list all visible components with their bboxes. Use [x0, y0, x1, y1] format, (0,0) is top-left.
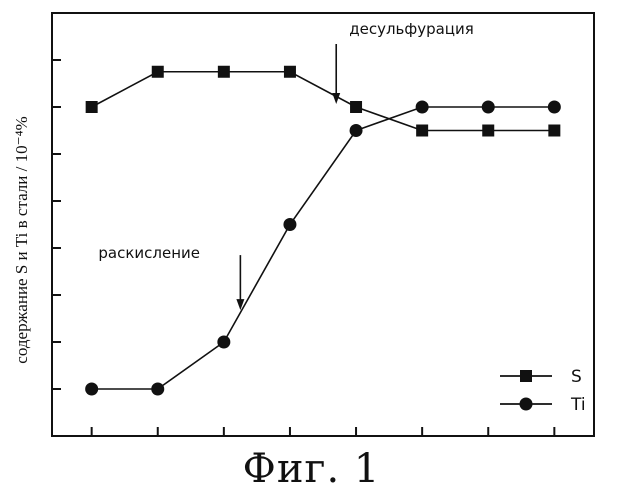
point-ti-2	[217, 336, 230, 349]
series-layer	[85, 66, 561, 396]
chart-legend: S Ti	[500, 367, 586, 415]
series-line-s	[92, 72, 555, 131]
point-ti-3	[283, 218, 296, 231]
legend-marker-ti	[520, 398, 533, 411]
figure-caption: Фиг. 1	[0, 446, 623, 492]
y-axis-label: содержание S и Ti в стали / 10⁻⁴%	[12, 116, 31, 363]
legend-label-s: S	[571, 367, 582, 387]
point-ti-7	[548, 101, 561, 114]
point-ti-4	[350, 124, 363, 137]
point-ti-1	[151, 383, 164, 396]
point-s-4	[350, 101, 362, 113]
chart-axes	[52, 13, 594, 436]
point-s-5	[416, 125, 428, 137]
point-s-7	[548, 125, 560, 137]
legend-marker-s	[520, 370, 532, 382]
point-s-3	[284, 66, 296, 78]
line-chart: десульфурация раскисление S Ti содержание …	[0, 0, 623, 440]
legend-label-ti: Ti	[570, 395, 586, 415]
plot-frame	[52, 13, 594, 436]
deoxidation-label: раскисление	[98, 244, 200, 262]
point-s-0	[86, 101, 98, 113]
annotations: десульфурация раскисление	[98, 20, 473, 310]
axis-ticks	[52, 13, 554, 436]
point-ti-6	[482, 101, 495, 114]
point-s-6	[482, 125, 494, 137]
desulfurization-label: десульфурация	[349, 20, 474, 38]
point-s-2	[218, 66, 230, 78]
point-ti-0	[85, 383, 98, 396]
point-s-1	[152, 66, 164, 78]
point-ti-5	[416, 101, 429, 114]
